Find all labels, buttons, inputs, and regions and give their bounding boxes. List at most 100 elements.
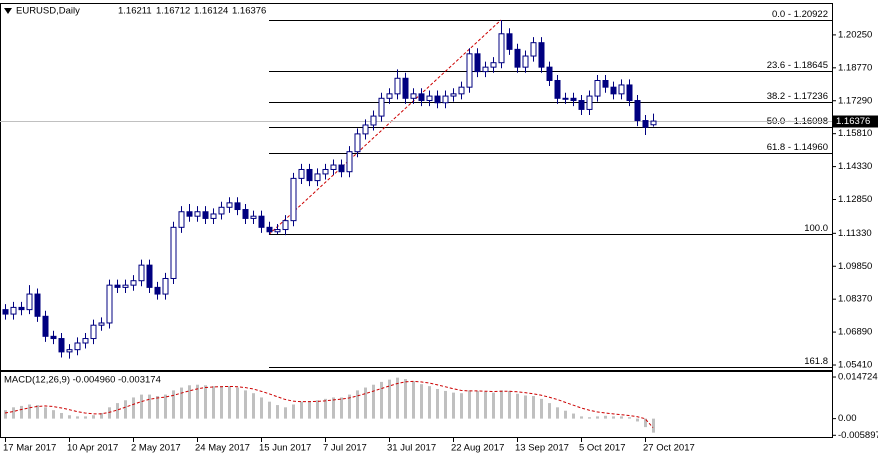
macd-bar (260, 397, 263, 419)
candle-body (58, 338, 65, 353)
candle-body (322, 168, 329, 175)
macd-bar (588, 417, 591, 419)
candle-body (402, 77, 409, 99)
macd-bar (52, 410, 55, 419)
candle-body (306, 168, 313, 182)
macd-bar (476, 390, 479, 419)
candle-body (554, 80, 561, 99)
candle-body (210, 213, 217, 219)
candle-body (530, 42, 537, 57)
macd-bar (652, 418, 655, 433)
macd-bar (356, 390, 359, 419)
candle-body (562, 97, 569, 100)
candle-body (226, 202, 233, 208)
header-value: 1.16211 (118, 6, 152, 17)
macd-bar (308, 401, 311, 419)
macd-bar (604, 415, 607, 419)
candle-body (18, 306, 25, 311)
candle-body (314, 173, 321, 182)
macd-bar (20, 405, 23, 419)
candle-body (138, 264, 145, 282)
macd-bar (316, 400, 319, 419)
macd-bar (172, 390, 175, 419)
candle-body (330, 164, 337, 170)
candle-body (298, 168, 305, 179)
candle-body (538, 42, 545, 68)
candle-body (106, 284, 113, 324)
macd-bar (532, 396, 535, 419)
y-tick-label: 1.12850 (838, 194, 872, 205)
macd-bar (540, 398, 543, 419)
macd-bar (484, 391, 487, 419)
candle-body (434, 95, 441, 104)
candle-body (98, 322, 105, 326)
price-box (833, 115, 878, 128)
y-tick-label: 1.15810 (838, 128, 872, 139)
candle-body (466, 53, 473, 88)
candle-body (146, 264, 153, 288)
candle-body (386, 93, 393, 99)
macd-bar (116, 403, 119, 419)
collapse-arrow[interactable] (4, 8, 12, 14)
candle-body (338, 164, 345, 173)
macd-bar (452, 392, 455, 419)
macd-bar (68, 415, 71, 419)
macd-bar (380, 381, 383, 419)
candle-body (90, 324, 97, 340)
header-value: 1.16124 (194, 6, 228, 17)
x-tick-label: 2 May 2017 (131, 443, 181, 454)
header-value: 1.16376 (232, 6, 266, 17)
y-tick-label: 1.09850 (838, 261, 872, 272)
candle-body (362, 124, 369, 135)
macd-bar (468, 390, 471, 419)
macd-bar (196, 384, 199, 419)
candle-body (626, 84, 633, 102)
candle-body (186, 211, 193, 217)
macd-bar (236, 387, 239, 419)
candle-body (82, 338, 89, 344)
candle-body (546, 66, 553, 82)
macd-bar (4, 410, 7, 419)
macd-bar (108, 407, 111, 419)
macd-bar (524, 395, 527, 419)
candle-body (170, 226, 177, 279)
macd-bar (188, 385, 191, 419)
header-value: 1.16712 (156, 6, 190, 17)
candle-body (570, 97, 577, 102)
candle-body (586, 95, 593, 110)
x-tick-label: 22 Aug 2017 (451, 443, 504, 454)
candle-body (370, 115, 377, 126)
macd-bar (204, 385, 207, 419)
macd-bar (508, 390, 511, 419)
macd-bar (644, 418, 647, 428)
candle-body (258, 215, 265, 228)
y-tick-label: 1.18770 (838, 62, 872, 73)
candle-body (354, 133, 361, 153)
fib-label: 38.2 - 1.17236 (767, 91, 828, 102)
candle-body (426, 95, 433, 102)
macd-bar (404, 379, 407, 419)
x-tick-label: 7 Jul 2017 (323, 443, 367, 454)
macd-bar (324, 398, 327, 419)
macd-pane (0, 371, 833, 438)
x-tick-label: 15 Jun 2017 (259, 443, 311, 454)
fib-label: 61.8 - 1.14960 (767, 142, 828, 153)
macd-bar (100, 412, 103, 419)
macd-bar (28, 404, 31, 419)
macd-bar (340, 397, 343, 419)
x-tick-label: 5 Oct 2017 (579, 443, 625, 454)
macd-bar (244, 390, 247, 419)
macd-bar (428, 386, 431, 419)
candle-body (282, 220, 289, 231)
macd-bar (92, 415, 95, 419)
candle-body (274, 229, 281, 233)
macd-bar (372, 384, 375, 419)
y-tick-label: 1.17290 (838, 95, 872, 106)
candle-body (162, 277, 169, 295)
macd-bar (44, 407, 47, 419)
candle-body (34, 293, 41, 317)
macd-bar (276, 405, 279, 419)
candle-body (218, 206, 225, 215)
macd-bar (300, 401, 303, 419)
